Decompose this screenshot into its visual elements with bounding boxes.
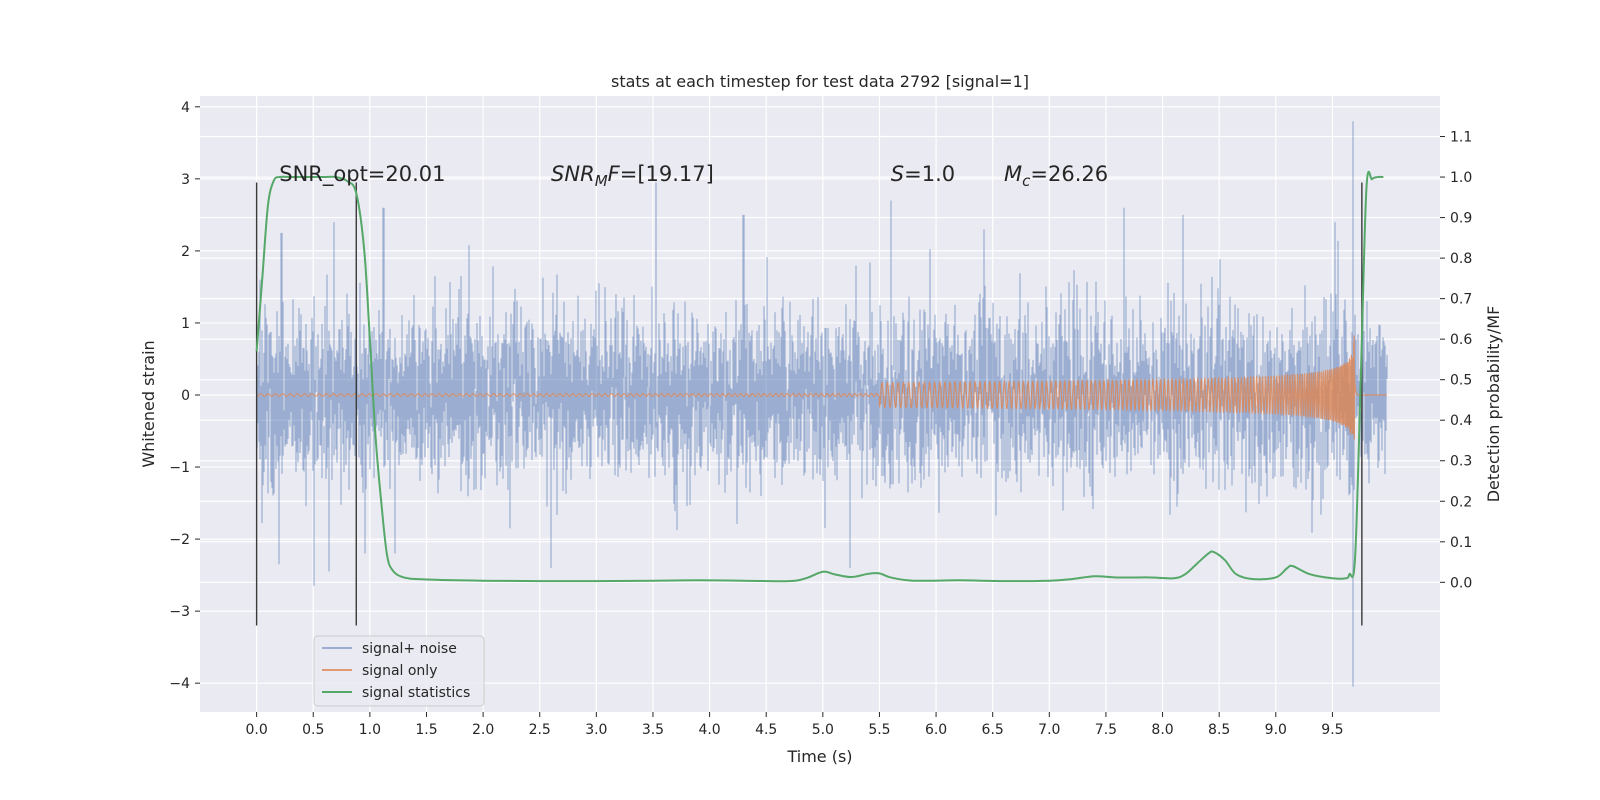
annotation-snr-opt: SNR_opt=20.01 [279, 162, 445, 187]
legend-label: signal only [362, 663, 437, 679]
x-tick-label: 2.5 [529, 722, 551, 738]
signal-statistics-line [255, 170, 1384, 583]
x-tick-label: 1.0 [359, 722, 381, 738]
y-right-tick-label: 0.6 [1450, 332, 1472, 348]
x-axis: 0.0 0.5 1.0 1.5 2.0 2.5 3.0 3.5 4.0 4.5 5.0 5.5 6.0 6… [245, 712, 1344, 738]
x-tick-label: 5.0 [812, 722, 834, 738]
annotation-snr-mf: SNRMF=[19.17] [551, 162, 714, 190]
x-tick-label: 4.0 [698, 722, 720, 738]
x-tick-label: 4.5 [755, 722, 777, 738]
y-axis-right: 0.0 0.1 0.2 0.3 0.4 0.5 0.6 0.7 0.8 0.9 1.0 1.1 [1440, 130, 1472, 591]
signal-only-line [256, 335, 1387, 440]
annotation-part: =[19.17] [620, 162, 714, 186]
y-tick-label: −4 [169, 676, 190, 692]
y-right-tick-label: 0.3 [1450, 454, 1472, 470]
y-right-tick-label: 1.1 [1450, 130, 1472, 146]
annotations: SNR_opt=20.01 SNRMF=[19.17] S=1.0 Mc=26.26 [279, 162, 1108, 190]
x-tick-label: 9.0 [1265, 722, 1287, 738]
signal-only-series [256, 335, 1387, 440]
y-right-tick-label: 0.0 [1450, 575, 1472, 591]
legend-label: signal statistics [362, 685, 470, 701]
annotation-part: M [595, 172, 608, 190]
annotation-s-value: S=1.0 [891, 162, 955, 186]
x-tick-label: 0.5 [302, 722, 324, 738]
y-right-tick-label: 0.2 [1450, 494, 1472, 510]
y-tick-label: 1 [181, 316, 190, 332]
y-right-tick-label: 0.1 [1450, 535, 1472, 551]
x-tick-label: 1.5 [415, 722, 437, 738]
x-tick-label: 0.0 [245, 722, 267, 738]
annotation-part: =26.26 [1030, 162, 1108, 186]
x-tick-label: 7.5 [1095, 722, 1117, 738]
x-tick-label: 7.0 [1038, 722, 1060, 738]
annotation-part: M [1004, 162, 1022, 186]
x-tick-label: 6.0 [925, 722, 947, 738]
annotation-part: S [891, 162, 904, 186]
legend-label: signal+ noise [362, 641, 457, 657]
x-tick-label: 8.0 [1151, 722, 1173, 738]
annotation-part: SNR [551, 162, 595, 186]
y-axis-left: −4 −3 −2 −1 0 1 2 3 4 [169, 100, 200, 692]
y-tick-label: 3 [181, 172, 190, 188]
x-tick-label: 9.5 [1321, 722, 1343, 738]
y-tick-label: −3 [169, 604, 190, 620]
y-right-tick-label: 0.8 [1450, 251, 1472, 267]
y-tick-label: 2 [181, 244, 190, 260]
annotation-part: F [608, 162, 621, 186]
x-tick-label: 3.0 [585, 722, 607, 738]
vertical-markers [255, 182, 1363, 626]
x-tick-label: 8.5 [1208, 722, 1230, 738]
annotation-part: =1.0 [904, 162, 955, 186]
x-tick-label: 3.5 [642, 722, 664, 738]
y-axis-label-right: Detection probability/MF [1484, 306, 1503, 503]
x-tick-label: 6.5 [982, 722, 1004, 738]
y-right-tick-label: 0.4 [1450, 413, 1472, 429]
y-tick-label: 4 [181, 100, 190, 116]
y-tick-label: 0 [181, 388, 190, 404]
x-tick-label: 5.5 [868, 722, 890, 738]
y-right-tick-label: 0.7 [1450, 292, 1472, 308]
signal-statistics-series [255, 170, 1384, 583]
legend-box [313, 635, 485, 707]
annotation-mc-value: Mc=26.26 [1004, 162, 1108, 190]
x-tick-label: 2.0 [472, 722, 494, 738]
y-axis-label: Whitened strain [139, 340, 158, 467]
chart-title: stats at each timestep for test data 279… [611, 72, 1029, 91]
annotation-part: c [1022, 172, 1031, 190]
y-right-tick-label: 0.5 [1450, 373, 1472, 389]
y-tick-label: −1 [169, 460, 190, 476]
y-right-tick-label: 0.9 [1450, 211, 1472, 227]
x-axis-label: Time (s) [786, 747, 852, 766]
y-tick-label: −2 [169, 532, 190, 548]
legend: signal+ noise signal only signal statistic… [313, 635, 485, 707]
y-right-tick-label: 1.0 [1450, 170, 1472, 186]
annotation-part: SNR_opt=20.01 [279, 162, 445, 187]
